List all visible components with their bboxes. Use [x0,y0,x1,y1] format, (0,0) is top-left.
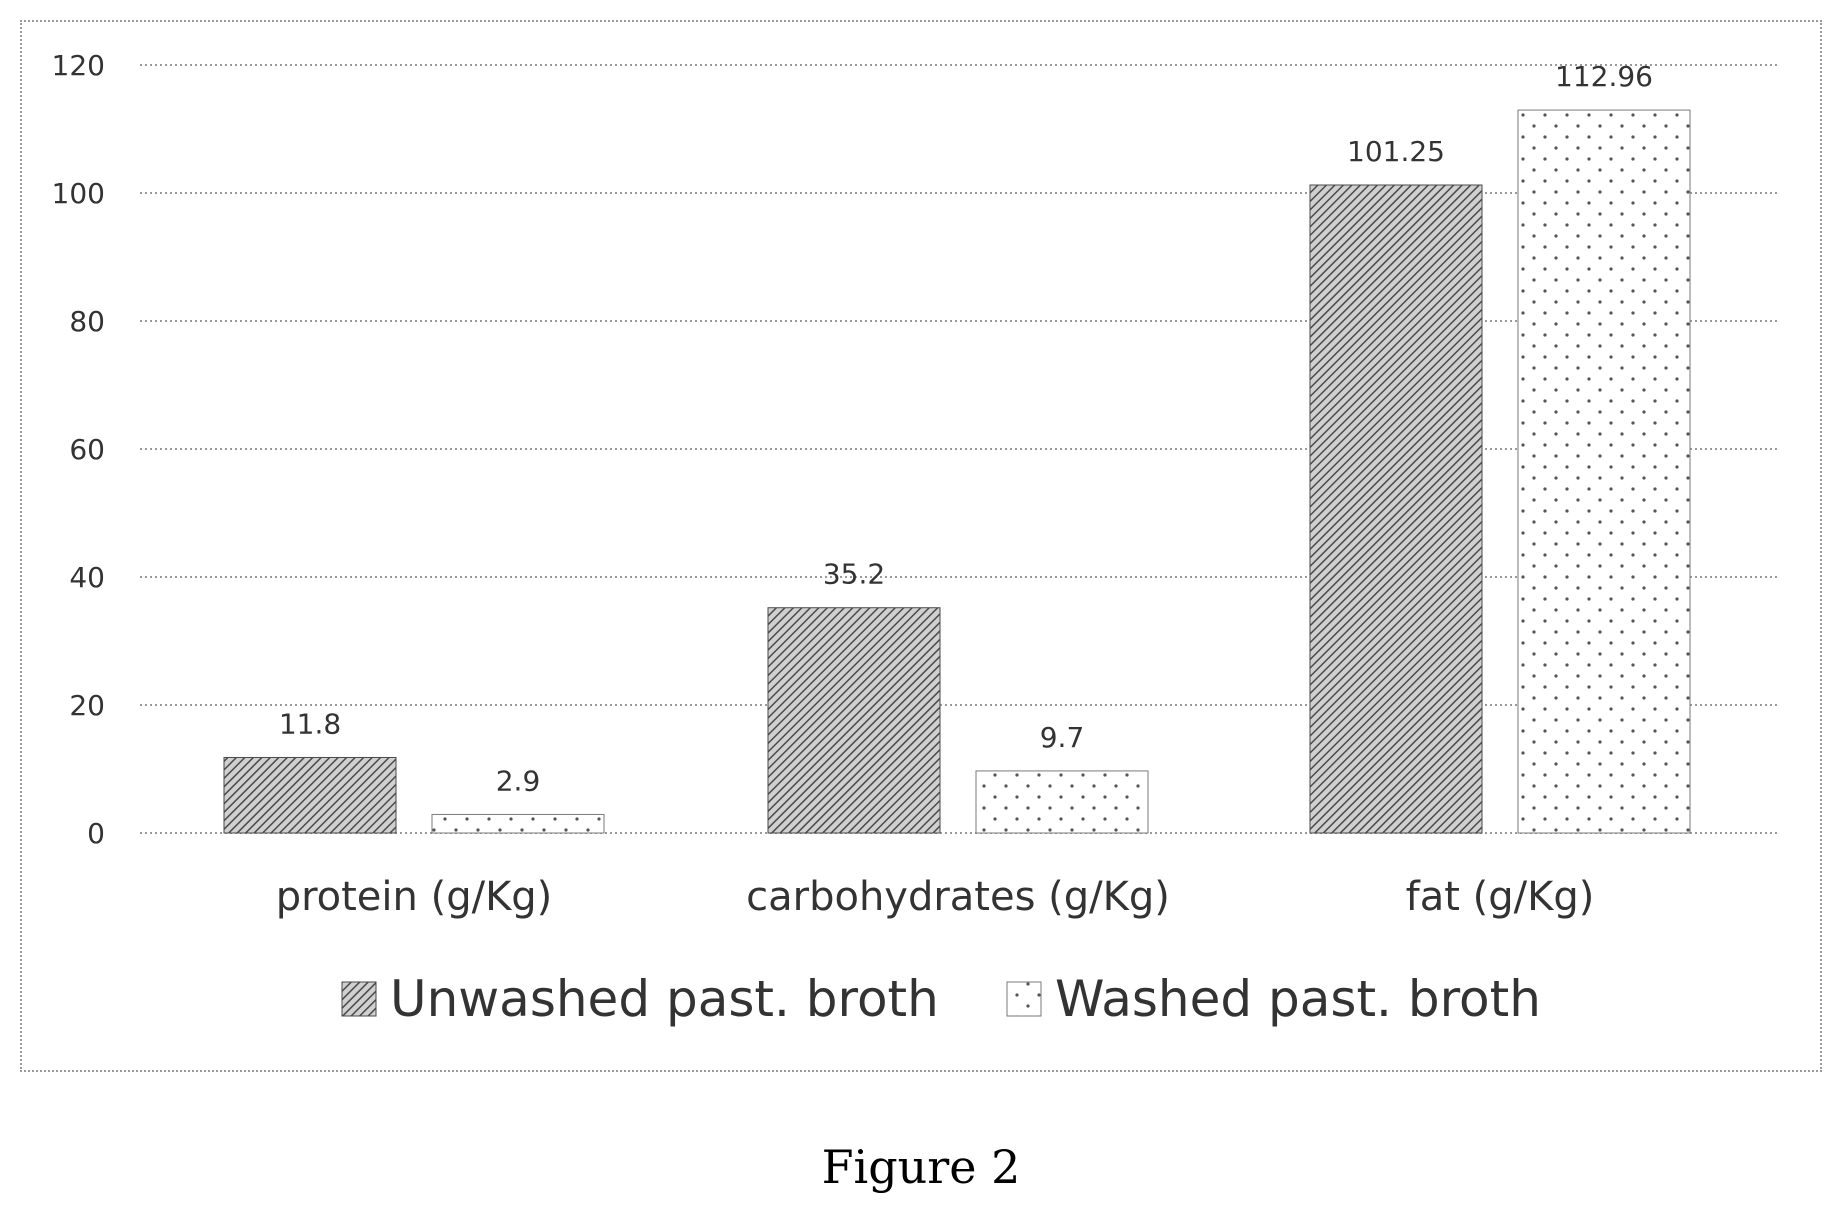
x-axis-categories: protein (g/Kg) carbohydrates (g/Kg) fat (g… [276,874,1595,920]
y-tick-label: 40 [69,561,105,594]
y-tick-label: 60 [69,433,105,466]
legend-swatch-washed [1006,981,1042,1017]
legend-label-unwashed: Unwashed past. broth [390,970,939,1028]
legend-swatch-unwashed [341,981,377,1017]
bar-unwashed [223,756,397,834]
y-tick-label: 0 [87,817,105,850]
y-tick-label: 80 [69,305,105,338]
data-label: 9.7 [1040,721,1085,754]
bar-unwashed [767,607,941,834]
bar-unwashed [1309,184,1483,834]
y-tick-label: 20 [69,689,105,722]
data-label: 112.96 [1555,60,1653,93]
bar-washed [1517,109,1691,834]
category-label: fat (g/Kg) [1406,874,1595,920]
category-label: carbohydrates (g/Kg) [746,874,1170,920]
legend-label-washed: Washed past. broth [1055,970,1541,1028]
data-label: 35.2 [823,558,885,591]
bar-chart: 0 20 40 60 80 100 120 11.8 35.2 101.25 2.9 9.7 112.… [52,49,1778,1028]
bar-washed [975,770,1149,834]
y-axis-ticks: 0 20 40 60 80 100 120 [52,49,105,850]
category-label: protein (g/Kg) [276,874,553,920]
figure-caption: Figure 2 [821,1140,1021,1194]
y-tick-label: 100 [52,177,105,210]
gridlines [140,64,1778,834]
data-label: 2.9 [496,764,541,797]
y-tick-label: 120 [52,49,105,82]
data-label: 101.25 [1347,135,1445,168]
bars [223,109,1691,834]
bar-washed [431,813,605,834]
chart-frame [20,20,1822,1072]
data-label: 11.8 [279,707,341,740]
legend: Unwashed past. broth Washed past. broth [341,970,1541,1028]
data-labels: 11.8 35.2 101.25 2.9 9.7 112.96 [279,60,1653,797]
